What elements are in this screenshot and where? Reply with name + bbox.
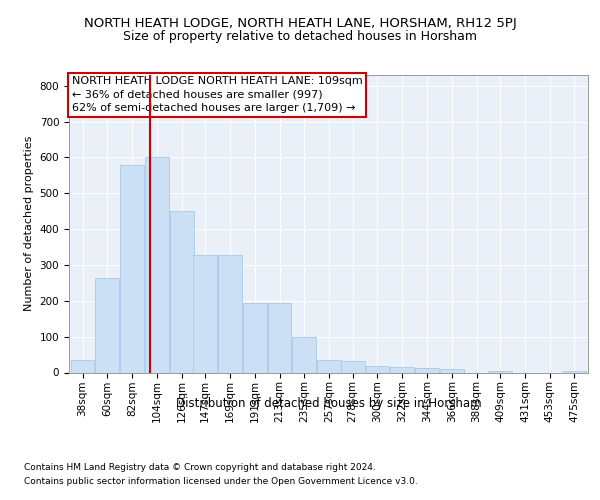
Bar [440, 369, 464, 372]
Text: Contains HM Land Registry data © Crown copyright and database right 2024.: Contains HM Land Registry data © Crown c… [24, 462, 376, 471]
Text: Size of property relative to detached houses in Horsham: Size of property relative to detached ho… [123, 30, 477, 43]
Bar [145, 158, 169, 372]
Bar [341, 361, 365, 372]
Bar [95, 278, 119, 372]
Bar [268, 302, 292, 372]
Bar [317, 360, 341, 372]
Text: Distribution of detached houses by size in Horsham: Distribution of detached houses by size … [176, 398, 482, 410]
Bar [563, 370, 586, 372]
Y-axis label: Number of detached properties: Number of detached properties [24, 136, 34, 312]
Text: Contains public sector information licensed under the Open Government Licence v3: Contains public sector information licen… [24, 478, 418, 486]
Bar [71, 360, 94, 372]
Text: NORTH HEATH LODGE, NORTH HEATH LANE, HORSHAM, RH12 5PJ: NORTH HEATH LODGE, NORTH HEATH LANE, HOR… [83, 18, 517, 30]
Text: NORTH HEATH LODGE NORTH HEATH LANE: 109sqm
← 36% of detached houses are smaller : NORTH HEATH LODGE NORTH HEATH LANE: 109s… [71, 76, 362, 113]
Bar [292, 336, 316, 372]
Bar [120, 164, 144, 372]
Bar [243, 302, 266, 372]
Bar [170, 211, 194, 372]
Bar [365, 366, 389, 372]
Bar [391, 367, 414, 372]
Bar [218, 255, 242, 372]
Bar [193, 255, 217, 372]
Bar [488, 370, 512, 372]
Bar [415, 368, 439, 372]
